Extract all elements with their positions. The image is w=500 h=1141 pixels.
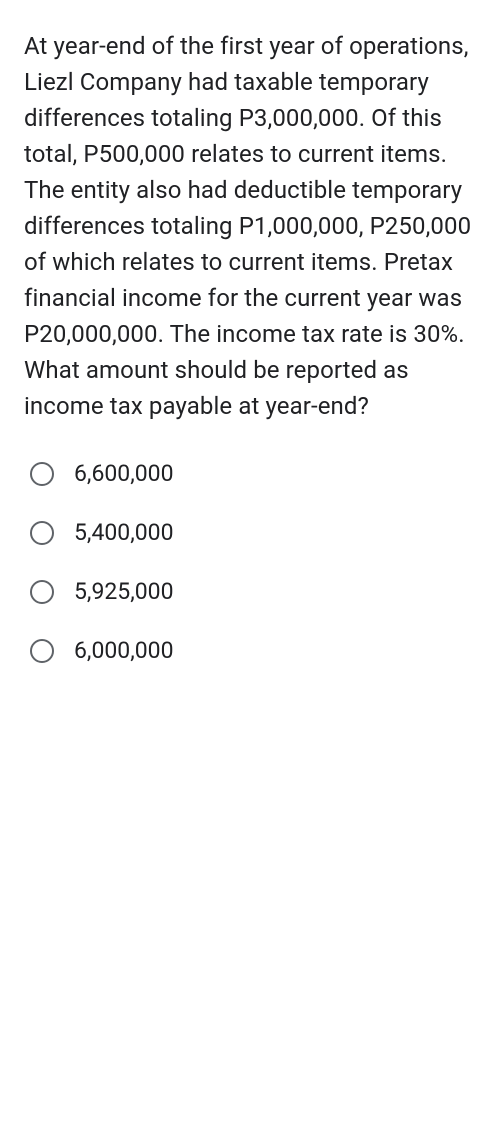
option-4[interactable]: 6,000,000 [30, 637, 476, 664]
radio-icon [30, 462, 54, 486]
option-label: 5,400,000 [74, 519, 174, 546]
option-label: 5,925,000 [74, 578, 174, 605]
option-3[interactable]: 5,925,000 [30, 578, 476, 605]
option-1[interactable]: 6,600,000 [30, 460, 476, 487]
option-label: 6,000,000 [74, 637, 174, 664]
option-label: 6,600,000 [74, 460, 174, 487]
options-container: 6,600,000 5,400,000 5,925,000 6,000,000 [24, 460, 476, 664]
radio-icon [30, 521, 54, 545]
radio-icon [30, 639, 54, 663]
radio-icon [30, 580, 54, 604]
question-text: At year-end of the first year of operati… [24, 28, 476, 424]
option-2[interactable]: 5,400,000 [30, 519, 476, 546]
